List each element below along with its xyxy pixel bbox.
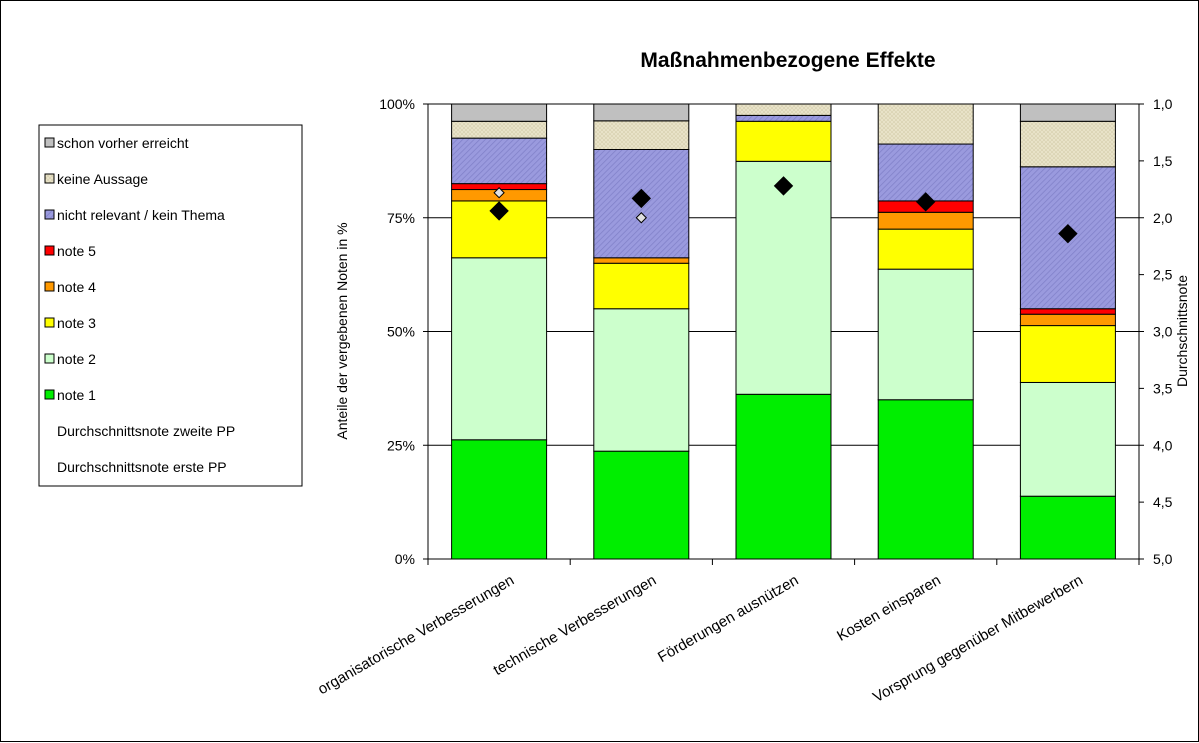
bar-segment-note-1: [451, 439, 548, 560]
bar-segment-schon-vorher-erreicht: [593, 103, 690, 122]
marker-durchschnittsnote-zweite-pp: [631, 188, 652, 209]
legend-label: nicht relevant / kein Thema: [57, 207, 225, 223]
marker-durchschnittsnote-zweite-pp: [773, 176, 794, 196]
bar-segment-nicht-relevant-kein-thema: [735, 114, 832, 122]
marker-durchschnittsnote-erste-pp: [635, 212, 648, 224]
x-category-label: technische Verbesserungen: [490, 572, 659, 679]
x-category-label: Kosten einsparen: [834, 572, 944, 645]
legend-label: note 4: [57, 279, 96, 295]
bar-segment-schon-vorher-erreicht: [1019, 103, 1116, 122]
bar-segment-note-4: [1019, 313, 1116, 327]
legend-swatch: [44, 389, 55, 400]
legend-label: keine Aussage: [57, 171, 148, 187]
chart-title: Maßnahmenbezogene Effekte: [640, 49, 935, 72]
y2-axis-label: Durchschnittsnote: [1174, 275, 1190, 387]
bar-segment-note-5: [1019, 308, 1116, 315]
marker-durchschnittsnote-zweite-pp: [489, 201, 509, 221]
legend-swatch: [44, 173, 55, 184]
y2-tick-label: 4,0: [1153, 437, 1173, 453]
bar-segment-keine-aussage: [877, 103, 974, 145]
legend-swatch: [44, 353, 55, 364]
bar-segment-note-3: [877, 228, 974, 270]
y-tick-label: 0%: [395, 551, 415, 567]
legend-swatch: [44, 317, 55, 328]
bar-segment-nicht-relevant-kein-thema: [451, 137, 548, 185]
legend-swatch: [44, 137, 55, 148]
y2-tick-label: 5,0: [1153, 551, 1173, 567]
legend-swatch: [44, 209, 55, 220]
marker-durchschnittsnote-zweite-pp: [915, 192, 936, 212]
bar-segment-keine-aussage: [1019, 120, 1116, 168]
bar-segment-note-2: [451, 257, 548, 441]
bar-segment-keine-aussage: [593, 120, 690, 150]
bar-segment-note-1: [735, 393, 832, 560]
legend-label: Durchschnittsnote zweite PP: [57, 423, 235, 439]
legend-label: schon vorher erreicht: [57, 135, 189, 151]
bar-segment-note-4: [593, 257, 690, 264]
y2-tick-label: 2,5: [1153, 267, 1173, 283]
x-category-label: organisatorische Verbesserungen: [315, 572, 517, 698]
legend-box: [38, 124, 303, 487]
bar-segment-note-1: [593, 450, 690, 560]
legend-label: note 2: [57, 351, 96, 367]
bar-segment-note-3: [1019, 325, 1116, 383]
y2-tick-label: 4,5: [1153, 494, 1173, 510]
bar-segment-note-2: [1019, 381, 1116, 497]
bar-segment-keine-aussage: [735, 103, 832, 116]
legend-label: note 1: [57, 387, 96, 403]
y-tick-label: 25%: [387, 437, 415, 453]
y2-tick-label: 2,0: [1153, 210, 1173, 226]
legend-label: Durchschnittsnote erste PP: [57, 459, 227, 475]
y-axis-label: Anteile der vergebenen Noten in %: [334, 222, 350, 439]
bar-segment-note-3: [593, 262, 690, 310]
bar-segment-note-2: [735, 160, 832, 395]
legend-swatch: [44, 245, 55, 256]
y2-tick-label: 3,0: [1153, 324, 1173, 340]
bar-segment-keine-aussage: [451, 120, 548, 139]
bar-segment-note-3: [735, 120, 832, 162]
bar-segment-note-4: [877, 211, 974, 230]
y-tick-label: 100%: [379, 96, 415, 112]
bar-segment-note-1: [877, 399, 974, 560]
y2-tick-label: 3,5: [1153, 380, 1173, 396]
y2-tick-label: 1,5: [1153, 153, 1173, 169]
bar-segment-note-2: [593, 308, 690, 452]
legend-label: note 5: [57, 243, 96, 259]
y-tick-label: 75%: [387, 210, 415, 226]
marker-durchschnittsnote-zweite-pp: [1058, 223, 1078, 244]
marker-durchschnittsnote-erste-pp: [493, 187, 505, 199]
legend-swatch: [44, 281, 55, 292]
bar-segment-schon-vorher-erreicht: [451, 103, 548, 122]
legend-label: note 3: [57, 315, 96, 331]
bar-segment-note-2: [877, 268, 974, 401]
bar-segment-note-1: [1019, 495, 1116, 560]
y2-tick-label: 1,0: [1153, 96, 1173, 112]
x-category-label: Förderungen ausnützen: [655, 572, 801, 666]
y-tick-label: 50%: [387, 324, 415, 340]
